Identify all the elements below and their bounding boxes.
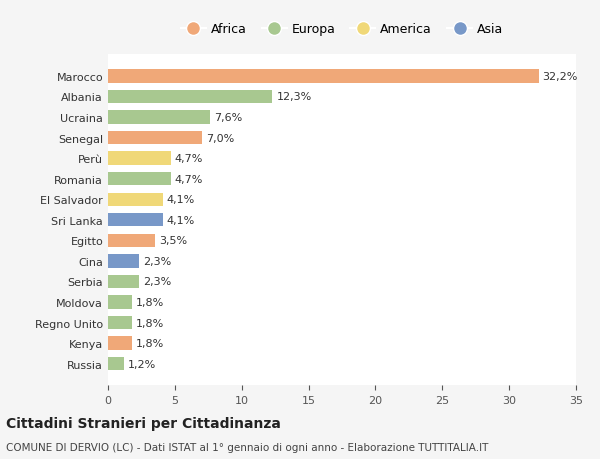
Text: COMUNE DI DERVIO (LC) - Dati ISTAT al 1° gennaio di ogni anno - Elaborazione TUT: COMUNE DI DERVIO (LC) - Dati ISTAT al 1°…	[6, 442, 488, 452]
Text: 2,3%: 2,3%	[143, 277, 171, 287]
Text: 7,6%: 7,6%	[214, 113, 242, 123]
Text: 1,8%: 1,8%	[136, 297, 164, 308]
Bar	[108, 132, 202, 145]
Legend: Africa, Europa, America, Asia: Africa, Europa, America, Asia	[176, 18, 508, 41]
Bar	[108, 316, 132, 330]
Bar	[108, 296, 132, 309]
Bar	[108, 255, 139, 268]
Bar	[108, 152, 171, 165]
Bar	[108, 70, 539, 84]
Text: 4,1%: 4,1%	[167, 215, 195, 225]
Text: 1,2%: 1,2%	[128, 359, 157, 369]
Bar	[108, 193, 163, 207]
Bar	[108, 111, 209, 124]
Text: 1,8%: 1,8%	[136, 318, 164, 328]
Text: 4,7%: 4,7%	[175, 154, 203, 164]
Text: 7,0%: 7,0%	[206, 133, 234, 143]
Text: 12,3%: 12,3%	[277, 92, 312, 102]
Text: 4,7%: 4,7%	[175, 174, 203, 185]
Text: 2,3%: 2,3%	[143, 256, 171, 266]
Text: 32,2%: 32,2%	[542, 72, 578, 82]
Bar	[108, 234, 155, 247]
Bar	[108, 213, 163, 227]
Text: Cittadini Stranieri per Cittadinanza: Cittadini Stranieri per Cittadinanza	[6, 416, 281, 430]
Bar	[108, 90, 272, 104]
Text: 1,8%: 1,8%	[136, 338, 164, 348]
Text: 4,1%: 4,1%	[167, 195, 195, 205]
Bar	[108, 173, 171, 186]
Text: 3,5%: 3,5%	[159, 236, 187, 246]
Bar	[108, 337, 132, 350]
Bar	[108, 275, 139, 289]
Bar	[108, 357, 124, 370]
